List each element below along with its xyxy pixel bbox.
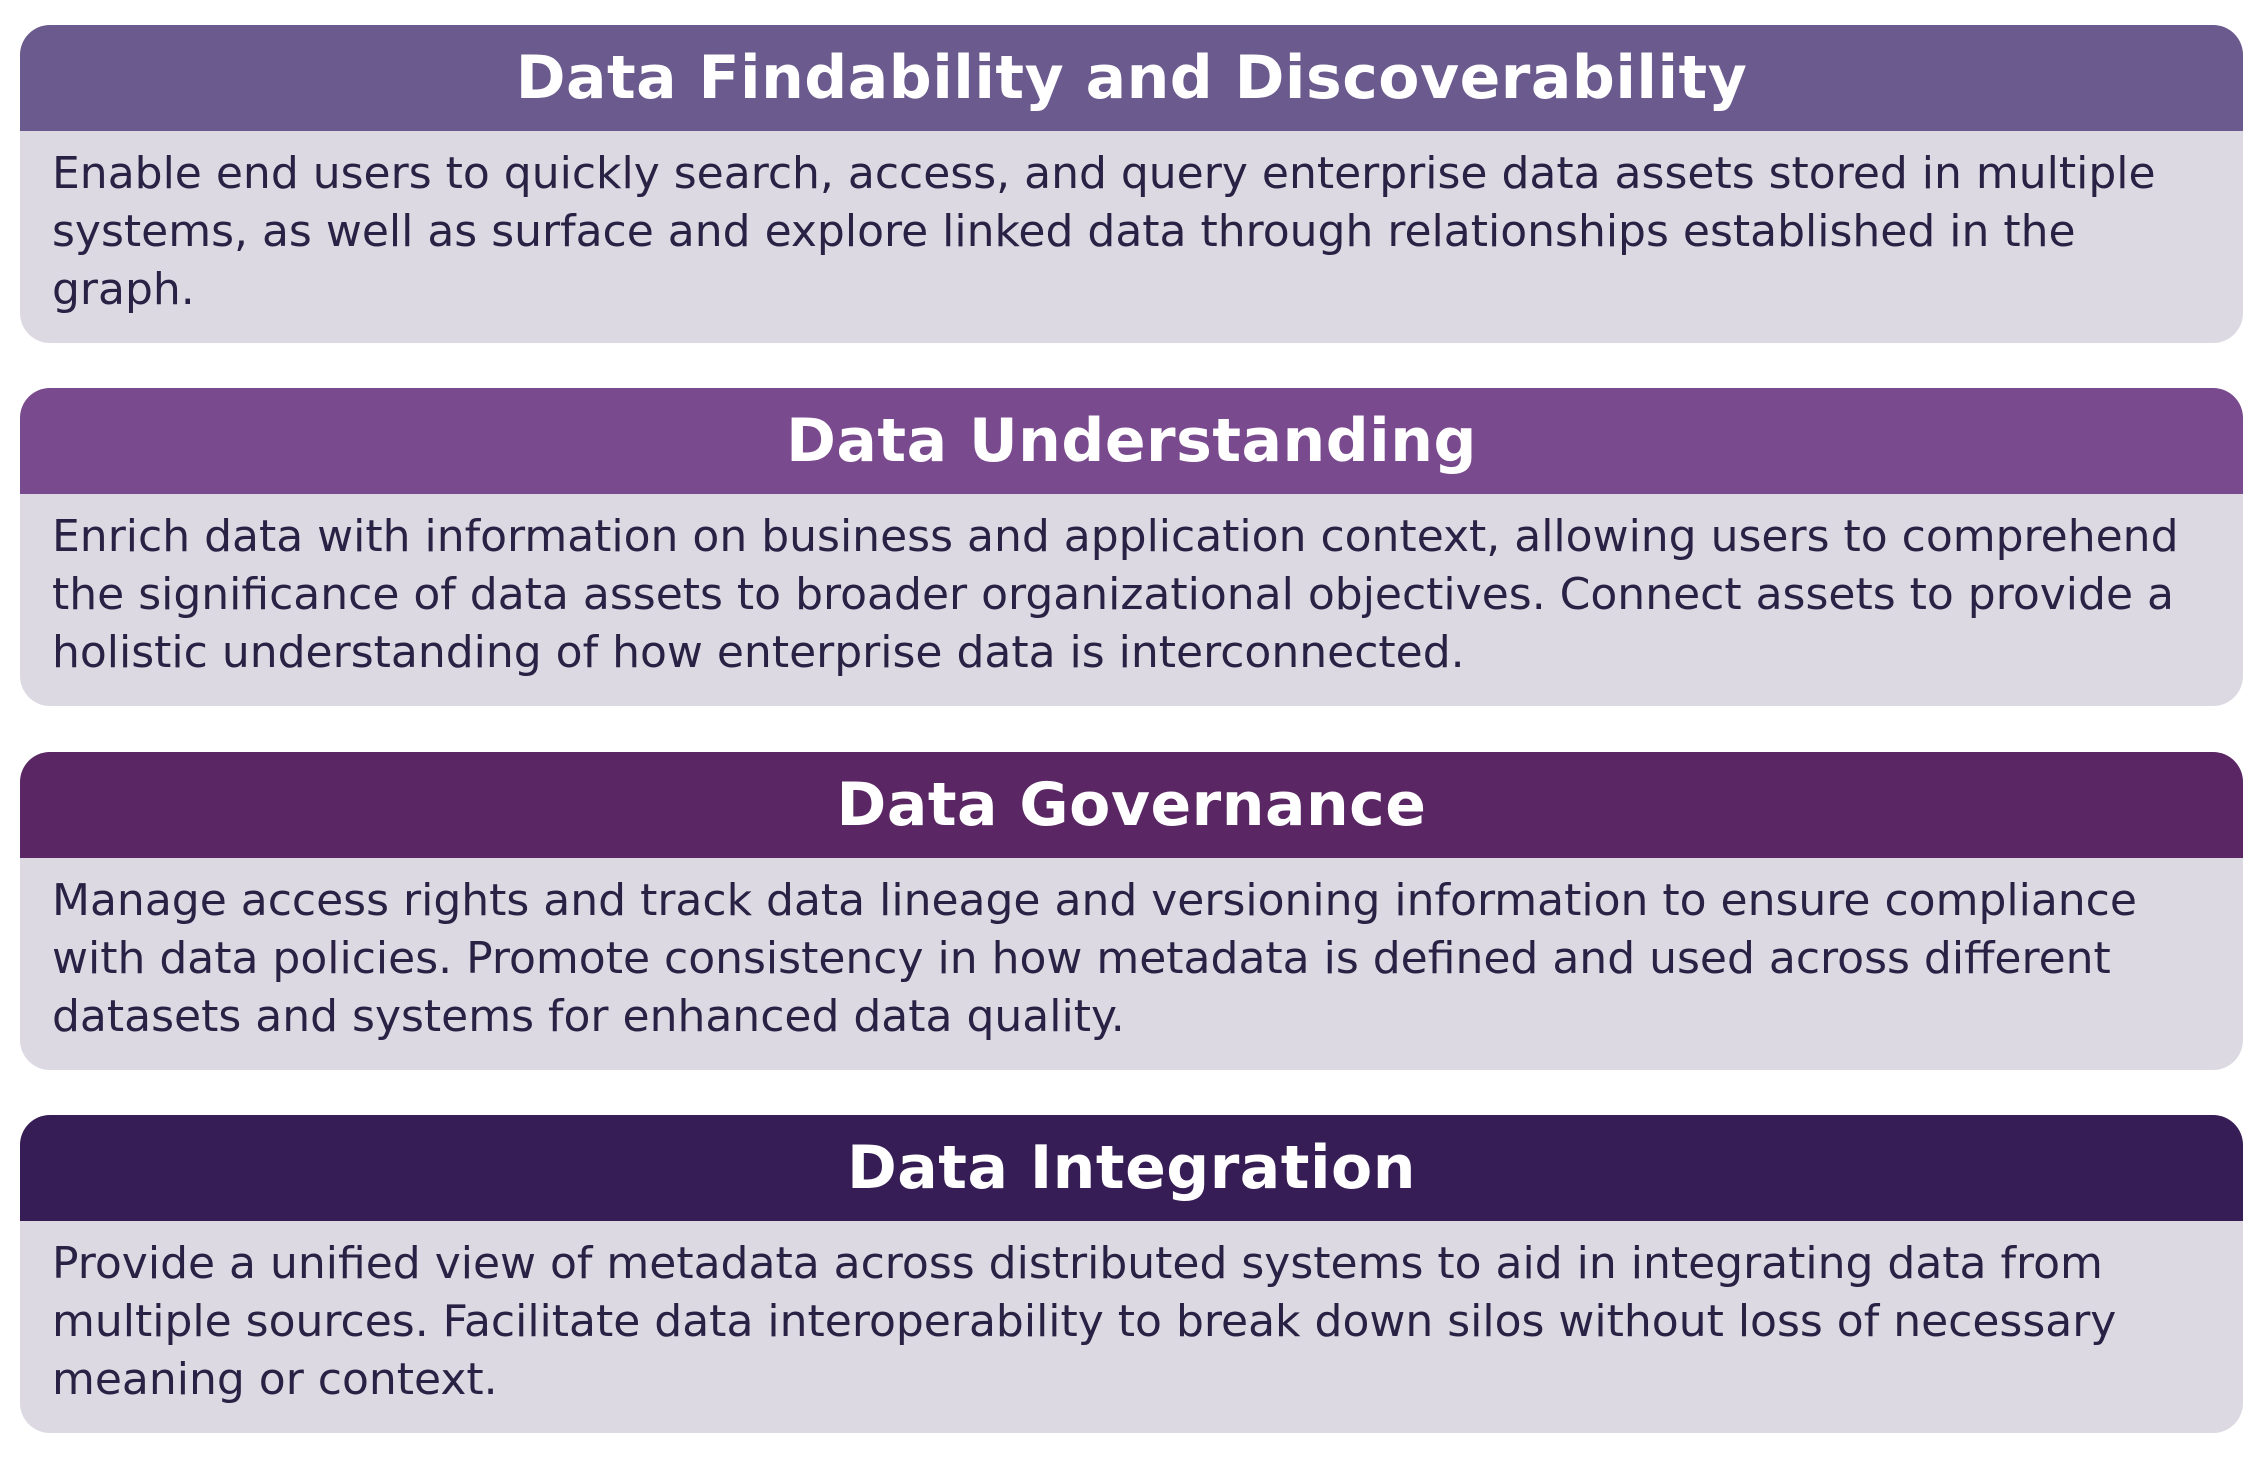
card-understanding: Data Understanding Enrich data with info…	[20, 388, 2243, 706]
card-description: Enrich data with information on business…	[52, 511, 2179, 678]
card-governance: Data Governance Manage access rights and…	[20, 752, 2243, 1070]
card-title: Data Findability and Discoverability	[20, 25, 2243, 131]
card-title: Data Integration	[20, 1115, 2243, 1221]
card-title: Data Understanding	[20, 388, 2243, 494]
card-title: Data Governance	[20, 752, 2243, 858]
card-description: Provide a unified view of metadata acros…	[52, 1238, 2117, 1405]
card-integration: Data Integration Provide a unified view …	[20, 1115, 2243, 1433]
card-description: Enable end users to quickly search, acce…	[52, 148, 2156, 315]
card-description: Manage access rights and track data line…	[52, 875, 2137, 1042]
card-findability: Data Findability and Discoverability Ena…	[20, 25, 2243, 343]
